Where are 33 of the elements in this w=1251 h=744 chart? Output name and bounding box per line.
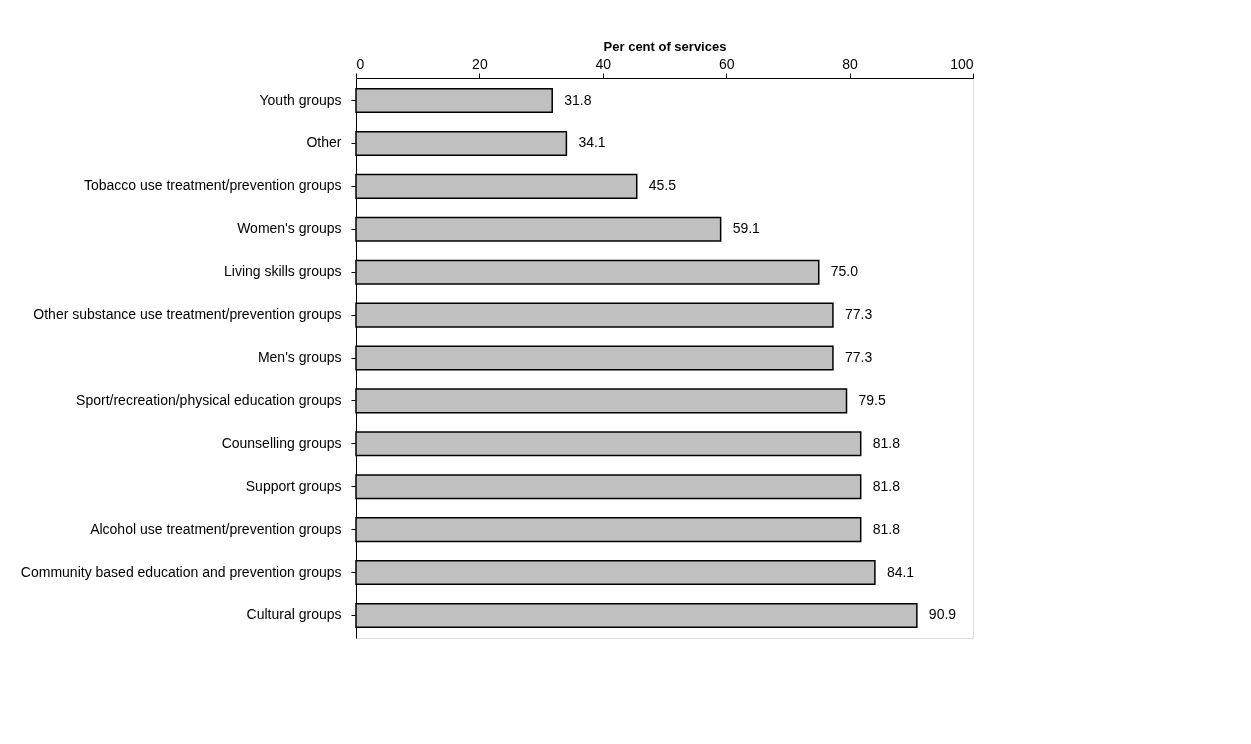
x-tick-label: 60 (718, 55, 735, 72)
data-label: 59.1 (732, 220, 761, 237)
data-label: 79.5 (858, 391, 886, 408)
y-tick-label: Tobacco use treatment/prevention groups (83, 177, 342, 194)
y-tick-label: Sport/recreation/physical education groups (76, 391, 342, 408)
x-tick-label: 20 (472, 55, 488, 72)
x-axis-title: Per cent of services (603, 38, 727, 54)
x-tick-label: 100 (950, 55, 974, 72)
data-label: 34.1 (578, 134, 606, 151)
data-label: 77.3 (844, 306, 873, 323)
y-tick-label: Men's groups (257, 349, 342, 365)
data-label: 90.9 (928, 606, 957, 623)
x-tick-label: 40 (595, 55, 612, 72)
data-label: 81.8 (872, 520, 901, 537)
x-tick-label: 80 (842, 55, 859, 72)
y-tick-label: Support groups (245, 477, 342, 494)
data-label: 81.8 (872, 434, 901, 451)
data-label: 84.1 (886, 563, 915, 580)
y-tick-label: Alcohol use treatment/prevention groups (90, 520, 342, 537)
data-label: 45.5 (648, 177, 677, 194)
data-label: 31.8 (564, 91, 592, 108)
y-tick-label: Other (306, 134, 342, 151)
y-tick-label: Community based education and prevention groups (20, 563, 342, 580)
data-label: 81.8 (872, 477, 901, 494)
data-label: 77.3 (844, 349, 873, 365)
y-tick-label: Counselling groups (221, 434, 342, 451)
data-label: 75.0 (830, 263, 859, 280)
y-tick-label: Women's groups (237, 220, 342, 237)
y-tick-label: Youth groups (259, 91, 342, 108)
x-tick-label: 0 (356, 55, 365, 72)
y-tick-label: Cultural groups (246, 606, 342, 623)
y-tick-label: Living skills groups (224, 263, 342, 280)
y-tick-label: Other substance use treatment/prevention groups (33, 306, 342, 323)
